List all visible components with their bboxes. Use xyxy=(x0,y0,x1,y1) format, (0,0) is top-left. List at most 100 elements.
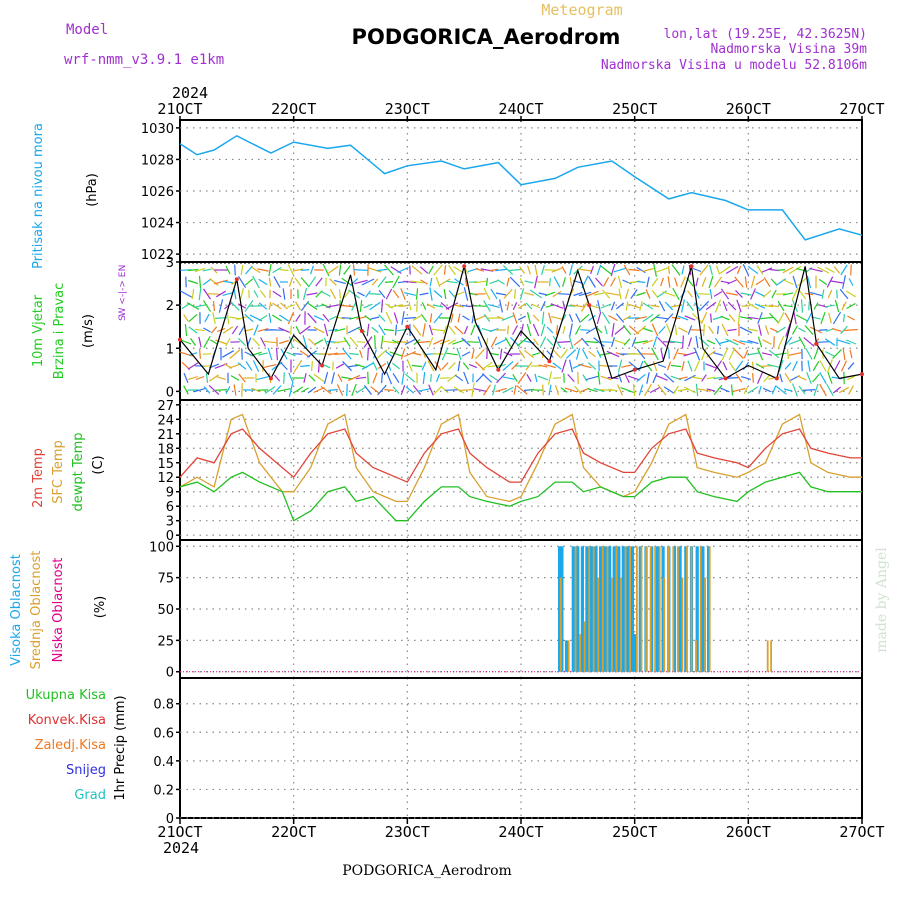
page-title: PODGORICA_Aerodrom xyxy=(352,25,621,49)
wind-arrow xyxy=(340,304,354,308)
wind-arrow xyxy=(355,386,367,394)
wind-arrow xyxy=(307,312,317,324)
wind-arrow xyxy=(573,338,583,346)
wind-arrow xyxy=(819,383,827,397)
wind-arrow xyxy=(473,305,487,307)
wind-arrow xyxy=(806,275,812,289)
wind-arrow xyxy=(552,377,562,379)
wind-arrow xyxy=(816,266,830,274)
wind-arrow xyxy=(417,340,431,344)
wind-arrow xyxy=(286,351,296,357)
wind-arrow xyxy=(320,385,332,395)
wind-arrow xyxy=(481,361,493,371)
wind-arrow xyxy=(840,325,848,335)
wind-arrow xyxy=(244,313,254,323)
wind-arrow xyxy=(475,268,485,272)
wind-arrow xyxy=(333,340,347,344)
wind-arrow xyxy=(225,386,231,394)
wind-arrow xyxy=(625,301,629,311)
wind-arrow xyxy=(349,336,359,348)
wind-arrow xyxy=(534,275,538,289)
wind-arrow xyxy=(526,312,532,324)
wind-arrow xyxy=(672,287,680,301)
wind-speed-point xyxy=(723,376,728,381)
wind-arrow xyxy=(384,389,394,391)
wind-arrow xyxy=(239,287,245,301)
wind-arrow xyxy=(668,349,670,359)
wind-arrow xyxy=(783,304,793,308)
wind-speed-point xyxy=(268,376,273,381)
wind-arrow xyxy=(329,278,337,286)
wind-arrow xyxy=(650,304,660,308)
wind-arrow xyxy=(600,303,612,309)
wind-arrow xyxy=(788,339,802,345)
wind-arrow xyxy=(532,314,540,322)
wind-arrow xyxy=(660,348,664,360)
wind-dir-n: N xyxy=(118,265,128,272)
cloud-mid-bar xyxy=(624,546,627,672)
wind-arrow xyxy=(343,337,351,347)
dewpt-ylabel: dewpt Temp xyxy=(71,432,86,511)
wind-arrow xyxy=(519,266,525,274)
left-labels: Pritisak na nivou mora (hPa) 10m Vjetar … xyxy=(9,123,128,803)
wind-arrow xyxy=(664,313,674,323)
wind-arrow xyxy=(720,387,730,393)
wind-arrow xyxy=(471,383,475,397)
cloud-high-bar xyxy=(655,546,659,672)
wind-arrow xyxy=(593,337,605,347)
wind-ytick-label: 1 xyxy=(166,342,174,357)
wind-arrow xyxy=(203,336,211,348)
wind-arrow xyxy=(561,359,567,373)
wind-arrow xyxy=(518,315,526,321)
wind-panel: 0 1 2 3 xyxy=(166,256,864,401)
wind-arrow xyxy=(213,300,215,312)
wind-arrow xyxy=(489,268,499,272)
cloud-high-bar xyxy=(560,546,564,672)
model-name: wrf-nmm_v3.9.1 e1km xyxy=(64,52,224,68)
wind-arrow xyxy=(279,314,289,322)
wind-arrow xyxy=(462,315,470,321)
wind-arrow xyxy=(562,277,566,287)
wind-arrow xyxy=(441,386,449,394)
wind-arrow xyxy=(755,363,765,369)
wind-speed-point xyxy=(405,324,410,329)
temp2m-line xyxy=(179,428,862,483)
wind-arrow xyxy=(230,301,240,311)
wind-arrow xyxy=(237,275,247,289)
wind-arrow xyxy=(725,338,739,346)
wind-arrow xyxy=(743,386,749,394)
wind-arrow xyxy=(747,302,759,310)
wind-arrow xyxy=(656,375,668,381)
wind-arrow xyxy=(751,361,755,371)
wind-arrow xyxy=(725,377,739,379)
pressure-ytick-label: 1024 xyxy=(141,217,174,232)
wind-arrow xyxy=(326,304,340,308)
wind-speed-point xyxy=(359,329,364,333)
wind-arrow xyxy=(542,384,544,396)
wind-arrow xyxy=(743,349,749,359)
wind-arrow xyxy=(644,383,652,397)
wind-arrow xyxy=(453,291,465,297)
cloud-mid-bar xyxy=(611,577,613,672)
wind-arrow xyxy=(754,303,766,309)
wind-arrow xyxy=(376,268,388,272)
wind-arrow xyxy=(416,300,418,312)
wind-arrow xyxy=(735,373,743,383)
top-time-label: 25OCT xyxy=(612,100,657,118)
wind-arrow xyxy=(742,263,750,277)
wind-arrow xyxy=(202,365,212,367)
wind-arrow xyxy=(496,372,506,384)
wind-arrow xyxy=(288,372,294,384)
wind-arrow xyxy=(788,265,802,275)
wind-arrow xyxy=(258,278,268,286)
bottom-time-label: 27OCT xyxy=(839,823,884,841)
cloud-mid-bar xyxy=(686,546,688,672)
wind-arrow xyxy=(601,311,611,325)
pressure-line xyxy=(179,134,863,241)
wind-arrow xyxy=(713,352,723,356)
wind-arrow xyxy=(809,267,823,273)
wind-arrow xyxy=(666,361,672,371)
wind-arrow xyxy=(653,263,657,277)
wind-arrow xyxy=(734,349,744,359)
wind-arrow xyxy=(791,287,799,301)
